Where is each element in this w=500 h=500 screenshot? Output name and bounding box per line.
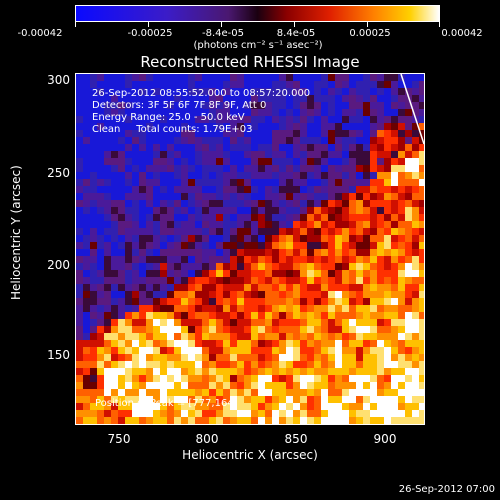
x-tick-label: 850: [284, 432, 308, 446]
chart-title: Reconstructed RHESSI Image: [140, 53, 360, 71]
annotation-detectors: Detectors: 3F 5F 6F 7F 8F 9F, Att 0: [92, 100, 267, 111]
x-tick-label: 750: [107, 432, 131, 446]
annotation-energy-range: Energy Range: 25.0 - 50.0 keV: [92, 112, 245, 123]
colorbar-gradient: [76, 6, 439, 21]
x-axis-label: Heliocentric X (arcsec): [182, 448, 318, 462]
colorbar-unit-label: (photons cm⁻² s⁻¹ asec⁻²): [193, 40, 323, 51]
x-tick-label: 900: [373, 432, 397, 446]
annotation-time-range: 26-Sep-2012 08:55:52.000 to 08:57:20.000: [92, 88, 311, 99]
colorbar-tick-label: 8.4e-05: [276, 28, 316, 39]
annotation-clean-counts: Clean Total counts: 1.79E+03: [92, 124, 253, 135]
colorbar-tick-label: -0.00042: [17, 28, 63, 39]
colorbar-tick-label: 0.00025: [349, 28, 391, 39]
colorbar-tick-label: -0.00025: [127, 28, 173, 39]
colorbar-tick-label: 0.00042: [441, 28, 483, 39]
peak-position-label: Position of Peak = [777,164]: [95, 398, 238, 409]
y-tick-label: 250: [47, 166, 70, 180]
y-tick-label: 300: [47, 73, 70, 87]
colorbar-tick-label: -8.4e-05: [202, 28, 244, 39]
plot-area: [75, 73, 425, 425]
heatmap-image: [76, 74, 424, 424]
y-tick-label: 150: [47, 348, 70, 362]
x-tick-label: 800: [195, 432, 219, 446]
heatmap-cells: [76, 74, 424, 424]
solar-limb-line: [400, 74, 424, 145]
plot-timestamp: 26-Sep-2012 07:00: [398, 484, 495, 495]
y-axis-label: Heliocentric Y (arcsec): [9, 165, 23, 300]
colorbar: [75, 5, 440, 22]
y-tick-label: 200: [47, 258, 70, 272]
